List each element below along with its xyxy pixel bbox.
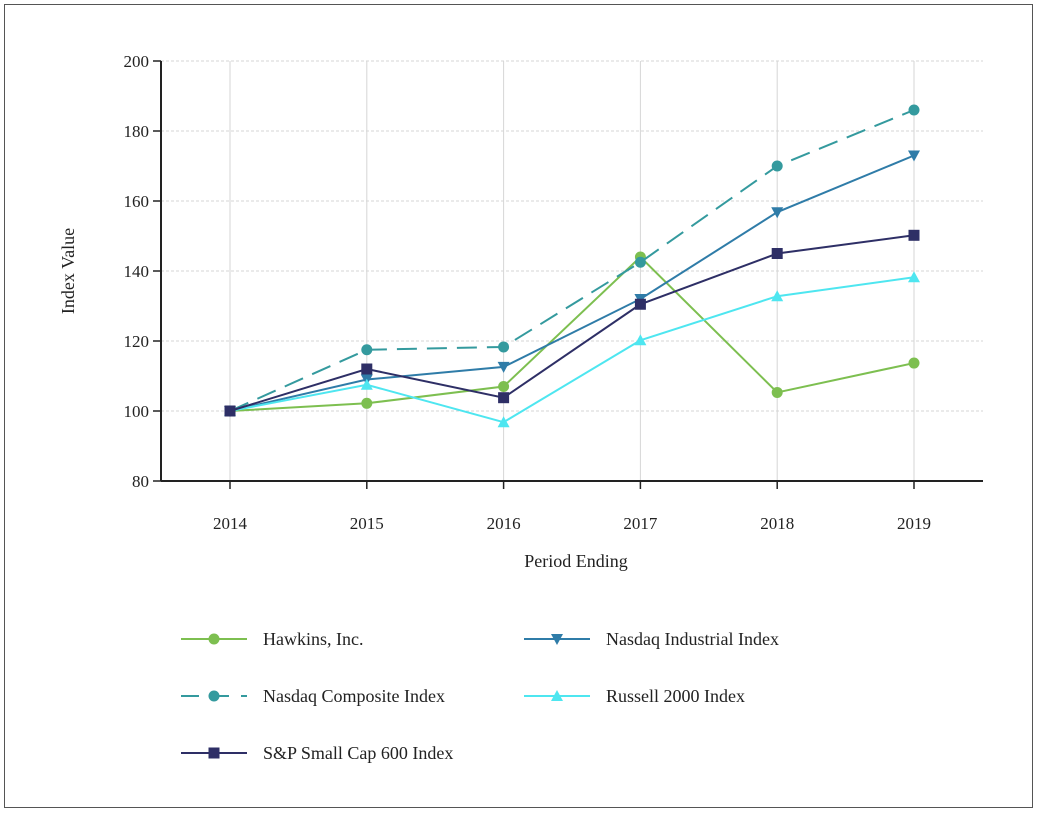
series-lines bbox=[224, 104, 920, 428]
data-point bbox=[498, 392, 510, 404]
chart-frame bbox=[4, 4, 1033, 808]
y-tick-label: 140 bbox=[124, 262, 150, 281]
data-point bbox=[634, 298, 646, 310]
legend-label: Hawkins, Inc. bbox=[263, 629, 363, 649]
y-tick-label: 160 bbox=[124, 192, 150, 211]
data-point bbox=[497, 361, 510, 373]
legend-marker bbox=[208, 747, 220, 759]
data-point bbox=[908, 104, 920, 116]
data-point bbox=[634, 256, 646, 268]
data-point bbox=[771, 386, 783, 398]
series-russell-2000-index bbox=[224, 271, 920, 428]
legend-label: Nasdaq Composite Index bbox=[263, 686, 445, 706]
series-line bbox=[229, 234, 915, 412]
series-line bbox=[229, 109, 915, 412]
series-nasdaq-composite-index bbox=[224, 104, 920, 417]
y-tick-label: 180 bbox=[124, 122, 150, 141]
x-tick-label: 2019 bbox=[897, 514, 931, 533]
data-point bbox=[771, 290, 784, 302]
legend-label: Nasdaq Industrial Index bbox=[606, 629, 779, 649]
data-point bbox=[224, 405, 236, 417]
legend-label: Russell 2000 Index bbox=[606, 686, 745, 706]
x-tick-label: 2015 bbox=[350, 514, 384, 533]
legend-item-nasdaq-composite-index: Nasdaq Composite Index bbox=[181, 686, 445, 706]
x-tick-label: 2017 bbox=[623, 514, 658, 533]
legend-marker bbox=[208, 690, 220, 702]
data-point bbox=[498, 341, 510, 353]
legend-item-hawkins-inc: Hawkins, Inc. bbox=[181, 629, 363, 649]
data-point bbox=[908, 271, 920, 283]
data-point bbox=[360, 378, 373, 390]
legend-marker bbox=[208, 633, 220, 645]
y-tick-label: 200 bbox=[124, 52, 150, 71]
y-tick-label: 100 bbox=[124, 402, 150, 421]
data-point bbox=[908, 150, 920, 162]
data-point bbox=[361, 363, 373, 375]
series-line bbox=[229, 154, 915, 412]
data-point bbox=[361, 344, 373, 356]
series-s-p-small-cap-600-index bbox=[224, 229, 920, 417]
tick-labels: 80 100 120 140 160 180 200 2014 2015 2016 2017 2018… bbox=[124, 52, 932, 533]
legend-item-s-p-small-cap-600-index: S&P Small Cap 600 Index bbox=[181, 743, 453, 763]
data-point bbox=[634, 334, 647, 346]
legend-marker bbox=[551, 634, 563, 645]
series-line bbox=[229, 276, 915, 424]
data-point bbox=[771, 160, 783, 172]
legend: Hawkins, Inc. Nasdaq Industrial Index Nasd… bbox=[181, 629, 779, 763]
legend-label: S&P Small Cap 600 Index bbox=[263, 743, 453, 763]
x-axis-title: Period Ending bbox=[524, 551, 628, 571]
series-nasdaq-industrial-index bbox=[224, 150, 920, 417]
data-point bbox=[908, 229, 920, 241]
legend-item-russell-2000-index: Russell 2000 Index bbox=[524, 686, 745, 706]
data-point bbox=[497, 416, 510, 428]
data-point bbox=[498, 381, 510, 392]
legend-item-nasdaq-industrial-index: Nasdaq Industrial Index bbox=[524, 629, 779, 649]
axes bbox=[153, 60, 983, 489]
y-axis-title: Index Value bbox=[58, 228, 78, 314]
data-point bbox=[771, 248, 783, 259]
series-line bbox=[229, 255, 915, 412]
y-tick-label: 120 bbox=[124, 332, 150, 351]
data-point bbox=[908, 357, 920, 369]
x-tick-label: 2014 bbox=[213, 514, 248, 533]
x-tick-label: 2018 bbox=[760, 514, 794, 533]
data-point bbox=[361, 397, 373, 409]
x-tick-label: 2016 bbox=[487, 514, 521, 533]
y-tick-label: 80 bbox=[132, 472, 149, 491]
data-point bbox=[771, 207, 784, 219]
grid bbox=[161, 60, 983, 481]
legend-marker bbox=[551, 690, 563, 701]
